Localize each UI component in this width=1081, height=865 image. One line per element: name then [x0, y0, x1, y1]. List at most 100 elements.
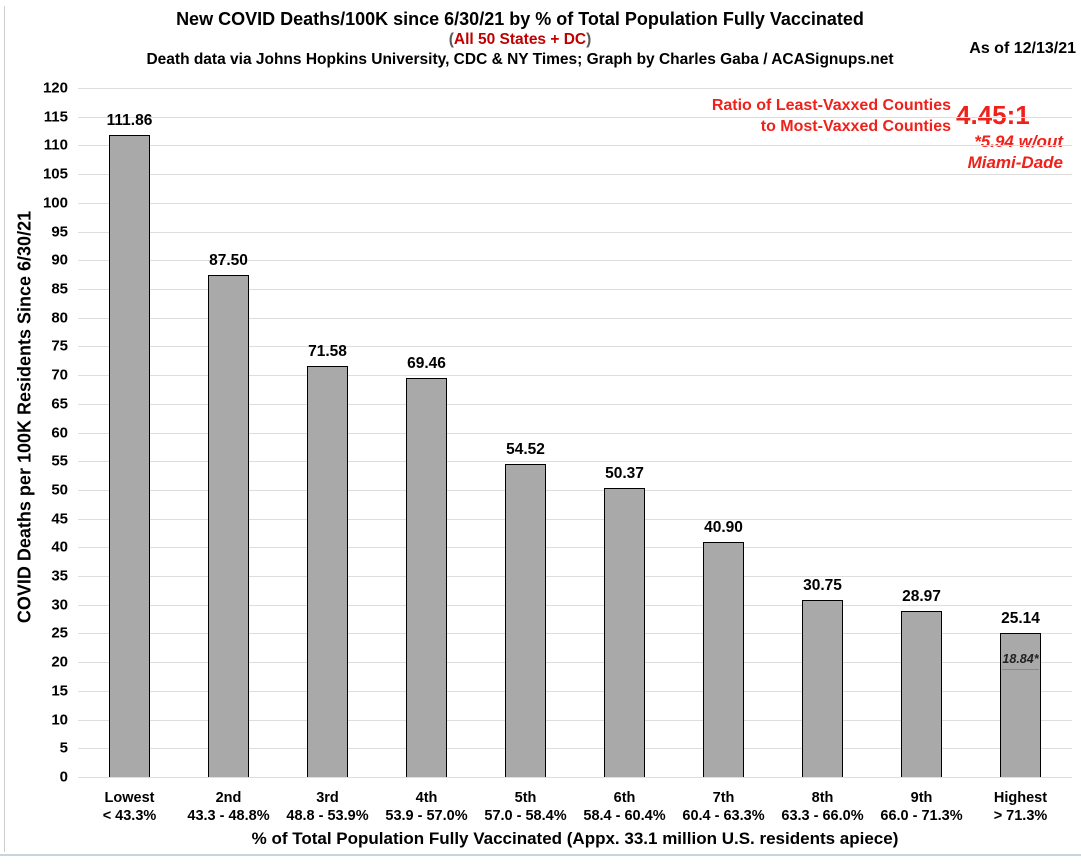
ratio-value: 4.45:1: [956, 100, 1030, 130]
y-tick-label: 55: [51, 452, 68, 470]
x-tick-labels: Lowest < 43.3% 2nd 43.3 - 48.8% 3rd 48.8 - 53…: [80, 789, 1070, 829]
x-tick-ordinal: 9th: [910, 790, 933, 806]
y-tick-label: 10: [51, 711, 68, 729]
y-tick-label: 115: [43, 108, 68, 126]
subtitle-paren-close: ): [586, 31, 592, 48]
y-tick-label: 50: [51, 481, 68, 499]
y-tick-label: 105: [42, 165, 68, 183]
gridline: [78, 461, 1072, 463]
gridline: [78, 432, 1072, 434]
y-tick-label: 120: [42, 79, 68, 97]
chart-title: New COVID Deaths/100K since 6/30/21 by %…: [176, 9, 864, 29]
gridline: [78, 489, 1072, 491]
bar-value-label: 50.37: [605, 464, 644, 482]
inset-reference-line: [1002, 668, 1039, 670]
gridline: [78, 633, 1072, 635]
x-tick-label: Lowest < 43.3%: [80, 789, 179, 825]
gridline: [78, 690, 1072, 692]
subtitle-paren-open: (: [448, 31, 454, 48]
y-tick-label: 90: [51, 251, 68, 269]
x-tick-ordinal: Highest: [993, 790, 1048, 806]
y-tick-label: 20: [51, 653, 68, 671]
bar: [505, 463, 546, 777]
gridline: [78, 518, 1072, 520]
chart-subtitle: (All 50 States + DC): [0, 31, 1040, 49]
x-tick-label: 7th 60.4 - 63.3%: [674, 789, 773, 825]
gridline: [78, 604, 1072, 606]
x-tick-range: 43.3 - 48.8%: [187, 808, 270, 824]
y-tick-label: 45: [51, 510, 68, 528]
gridline: [78, 547, 1072, 549]
x-tick-label: 2nd 43.3 - 48.8%: [179, 789, 278, 825]
x-tick-range: 60.4 - 63.3%: [682, 808, 765, 824]
x-tick-label: 8th 63.3 - 66.0%: [773, 789, 872, 825]
gridline: [78, 719, 1072, 721]
x-axis-title: % of Total Population Fully Vaccinated (…: [251, 829, 899, 848]
y-tick-label: 5: [59, 739, 68, 757]
window-left-border: [4, 6, 5, 852]
gridline: [78, 88, 1072, 89]
plot-area: 111.86 87.50 71.58 69.46 54.52 50.37 40.90 30.7…: [78, 88, 1072, 778]
ratio-annotation: Ratio of Least-Vaxxed Counties to Most-V…: [712, 95, 951, 137]
y-tick-label: 65: [51, 395, 68, 413]
bar-value-label: 30.75: [803, 577, 842, 595]
x-tick-range: 66.0 - 71.3%: [880, 808, 963, 824]
x-tick-ordinal: 6th: [613, 790, 636, 806]
subtitle-text: All 50 States + DC: [453, 31, 587, 48]
y-tick-label: 40: [51, 538, 68, 556]
bar-value-label: 69.46: [407, 355, 446, 373]
y-tick-label: 80: [51, 309, 68, 327]
bar: [109, 134, 150, 777]
y-tick-label: 85: [51, 280, 68, 298]
x-tick-label: 6th 58.4 - 60.4%: [575, 789, 674, 825]
y-tick-label: 100: [42, 194, 68, 212]
gridline: [78, 403, 1072, 405]
x-tick-label: 5th 57.0 - 58.4%: [476, 789, 575, 825]
x-tick-ordinal: 3rd: [316, 790, 339, 806]
x-tick-label: 9th 66.0 - 71.3%: [872, 789, 971, 825]
bar-value-label: 111.86: [106, 111, 153, 129]
gridline: [78, 116, 1072, 118]
gridline: [78, 748, 1072, 750]
x-tick-range: 57.0 - 58.4%: [484, 808, 567, 824]
bar-value-label: 71.58: [308, 343, 347, 360]
x-tick-range: 58.4 - 60.4%: [583, 808, 666, 824]
bar-value-label: 40.90: [704, 519, 743, 537]
inset-value-label: 18.84*: [1002, 651, 1039, 666]
gridline: [78, 174, 1072, 176]
x-tick-ordinal: 5th: [514, 790, 537, 806]
y-tick-label: 110: [43, 136, 68, 154]
ratio-footnote-line2: Miami-Dade: [967, 153, 1063, 172]
gridline: [78, 777, 1072, 778]
x-tick-range: > 71.3%: [993, 808, 1048, 824]
y-tick-label: 70: [51, 366, 68, 384]
bar: [802, 600, 843, 777]
x-tick-ordinal: 4th: [415, 790, 438, 806]
y-axis-title: COVID Deaths per 100K Residents Since 6/…: [14, 210, 35, 624]
as-of-date: As of 12/13/21: [969, 40, 1076, 57]
x-tick-range: < 43.3%: [102, 808, 157, 824]
x-tick-label: Highest > 71.3%: [971, 789, 1070, 825]
x-tick-range: 63.3 - 66.0%: [781, 808, 864, 824]
bar-value-label: 25.14: [1001, 609, 1040, 627]
gridline: [78, 145, 1072, 147]
x-tick-range: 53.9 - 57.0%: [385, 808, 468, 824]
y-tick-label: 25: [51, 624, 68, 642]
bar: [1000, 632, 1041, 777]
y-tick-label: 30: [51, 596, 68, 614]
ratio-annotation-line2: to Most-Vaxxed Counties: [760, 118, 951, 135]
window-bottom-border: [0, 854, 1081, 856]
y-tick-label: 95: [51, 223, 68, 241]
x-tick-range: 48.8 - 53.9%: [286, 808, 369, 824]
bar: [406, 378, 447, 777]
x-tick-label: 4th 53.9 - 57.0%: [377, 789, 476, 825]
y-tick-label: 60: [51, 424, 68, 441]
x-tick-ordinal: 2nd: [215, 790, 242, 806]
ratio-annotation-line1: Ratio of Least-Vaxxed Counties: [711, 97, 951, 114]
gridline: [78, 231, 1072, 233]
bar-value-label: 28.97: [902, 587, 941, 605]
x-tick-ordinal: Lowest: [104, 790, 155, 806]
bar: [307, 366, 348, 777]
gridline: [78, 317, 1072, 319]
y-tick-label: 75: [51, 337, 68, 355]
